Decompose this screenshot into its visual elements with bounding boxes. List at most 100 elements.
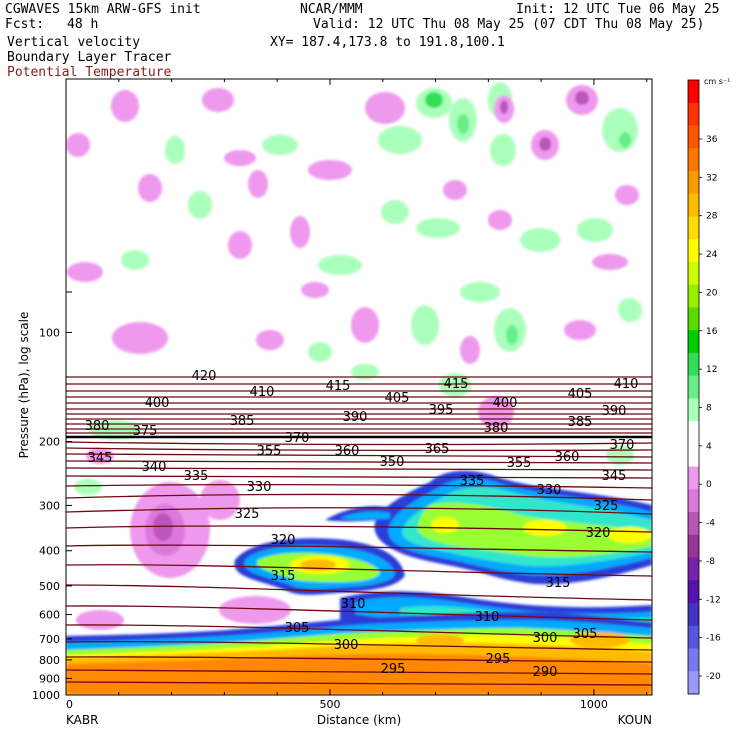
- downward-motion-area: [478, 396, 514, 428]
- downward-motion-area: [76, 610, 124, 630]
- isentrope: [66, 467, 652, 471]
- theta-label: 405: [385, 391, 410, 406]
- downward-motion-area: [443, 180, 467, 200]
- colorbar-label: -12: [706, 595, 721, 605]
- theta-label: 315: [271, 569, 296, 584]
- theta-label: 390: [343, 410, 368, 425]
- colorbar-segment: [688, 80, 699, 104]
- isentrope: [66, 656, 652, 663]
- theta-label: 320: [586, 526, 611, 541]
- downward-motion-core: [539, 137, 551, 151]
- upward-motion-core: [425, 92, 443, 108]
- colorbar-segment: [688, 443, 699, 468]
- downward-motion-area: [256, 330, 284, 350]
- isentrope: [66, 460, 652, 464]
- isentrope: [66, 493, 652, 501]
- downward-motion-area: [592, 254, 628, 270]
- colorbar-segment: [688, 534, 699, 559]
- upward-motion-area: [378, 126, 422, 154]
- downward-motion-area: [202, 88, 234, 112]
- isentrope: [66, 447, 652, 452]
- theta-label: 415: [444, 377, 469, 392]
- theta-label: 305: [285, 621, 310, 636]
- upward-motion-area: [618, 298, 642, 322]
- y-tick-label: 700: [39, 633, 60, 646]
- theta-label: 335: [460, 474, 485, 489]
- colorbar-segment: [688, 648, 699, 672]
- colorbar-segment: [688, 512, 699, 536]
- downward-motion-area: [86, 448, 114, 464]
- tracer-boundary-layer-core: [416, 634, 464, 646]
- downward-motion-area: [615, 185, 639, 205]
- colorbar-segment: [688, 125, 699, 149]
- isentrope: [66, 544, 652, 553]
- theta-label: 355: [507, 456, 532, 471]
- colorbar-segment: [688, 625, 699, 650]
- upward-motion-area: [416, 218, 460, 238]
- colorbar-label: -8: [706, 557, 715, 567]
- isentrope: [66, 605, 652, 621]
- theta-label: 410: [250, 385, 275, 400]
- colorbar-label: 0: [706, 480, 712, 490]
- downward-motion-area: [219, 596, 291, 624]
- right-station-label: KOUN: [618, 713, 652, 727]
- theta-label: 420: [192, 369, 217, 384]
- x-axis: 0 500 1000: [65, 79, 648, 711]
- downward-motion-area: [138, 174, 162, 202]
- downward-motion-core: [575, 91, 589, 105]
- theta-label: 330: [537, 483, 562, 498]
- theta-label: 350: [380, 455, 405, 470]
- colorbar-segment: [688, 284, 699, 308]
- downward-motion-area: [248, 170, 268, 198]
- forecast-label: Fcst:: [5, 17, 45, 32]
- tracer-plume-core: [523, 520, 567, 536]
- colorbar-segment: [688, 398, 699, 422]
- upward-motion-area: [308, 342, 332, 362]
- tracer-plume-core: [431, 517, 459, 533]
- downward-motion-area: [488, 210, 512, 230]
- downward-motion-area: [67, 262, 103, 282]
- isentrope: [66, 564, 652, 577]
- downward-motion-area: [564, 320, 596, 340]
- y-tick-label: 300: [39, 499, 60, 512]
- theta-label: 335: [184, 469, 209, 484]
- x-tick-label: 0: [66, 698, 73, 711]
- theta-label: 310: [475, 610, 500, 625]
- y-tick-label: 500: [39, 580, 60, 593]
- y-axis: 100 200 300 400 500 600 700 800 900 1000: [32, 291, 72, 702]
- theta-label: 395: [429, 403, 454, 418]
- downward-motion-area: [365, 92, 405, 124]
- colorbar-label: 12: [706, 365, 717, 375]
- isentrope: [66, 640, 652, 651]
- colorbar-label: -20: [706, 672, 721, 682]
- colorbar-segment: [688, 421, 699, 445]
- theta-label: 295: [381, 662, 406, 677]
- colorbar-label: 20: [706, 288, 718, 298]
- downward-motion-area: [460, 336, 480, 364]
- init-time: Init: 12 UTC Tue 06 May 25: [516, 2, 720, 17]
- cross-section-endpoints: XY= 187.4,173.8 to 191.8,100.1: [270, 35, 505, 50]
- colorbar-segment: [688, 193, 699, 217]
- theta-label: 290: [533, 665, 558, 680]
- colorbar-segment: [688, 307, 699, 331]
- colorbar-segment: [688, 148, 699, 172]
- upward-motion-area: [121, 250, 149, 270]
- valid-time: Valid: 12 UTC Thu 08 May 25 (07 CDT Thu …: [313, 17, 705, 32]
- colorbar-segment: [688, 170, 699, 195]
- y-tick-label: 100: [39, 326, 60, 339]
- plot-frame: [65, 78, 653, 696]
- downward-motion-area: [200, 480, 240, 520]
- colorbar-segment: [688, 375, 699, 399]
- upward-motion-area: [602, 108, 638, 152]
- field-boundary-layer-tracer: Boundary Layer Tracer: [7, 50, 172, 65]
- upward-motion-core: [506, 325, 518, 345]
- colorbar-label: 36: [706, 135, 718, 145]
- downward-motion-area: [111, 90, 139, 122]
- downward-motion-area: [228, 231, 252, 259]
- downward-motion-area: [290, 216, 310, 248]
- center-label: NCAR/MMM: [300, 2, 363, 17]
- left-station-label: KABR: [66, 713, 98, 727]
- theta-label: 300: [533, 631, 558, 646]
- colorbar-label: 24: [706, 250, 718, 260]
- theta-label: 310: [341, 597, 366, 612]
